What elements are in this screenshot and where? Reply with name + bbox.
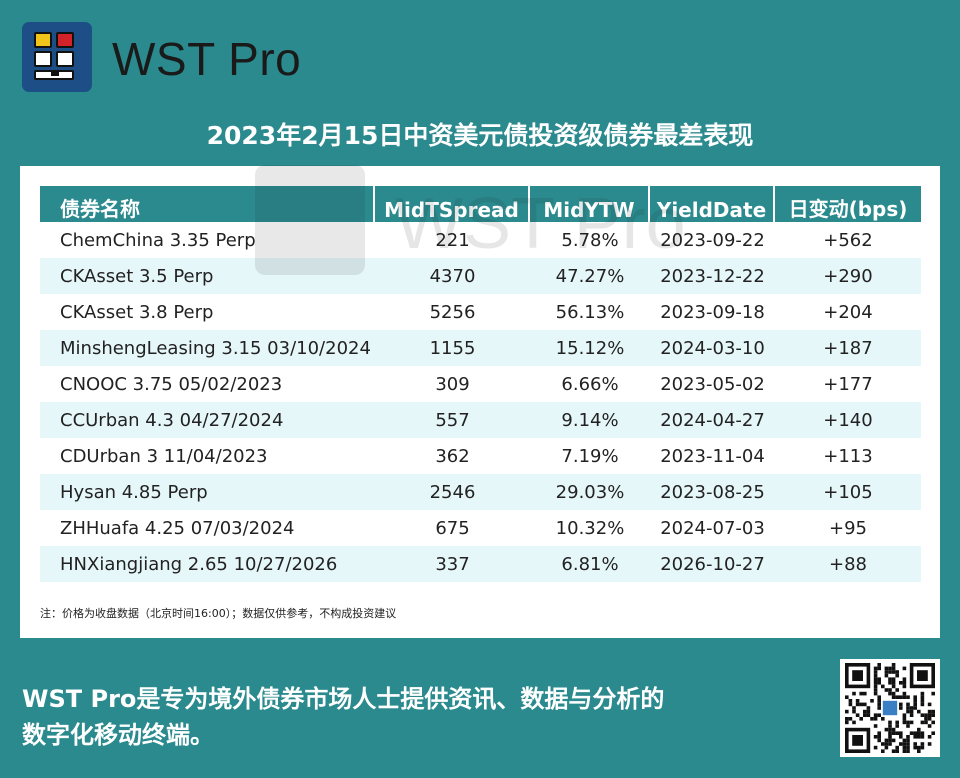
cell-yielddate: 2023-08-25 <box>650 474 775 510</box>
table-row: CCUrban 4.3 04/27/2024 557 9.14% 2024-04-27… <box>40 402 921 438</box>
header-bond-name: 债券名称 <box>40 186 375 222</box>
table-row: HNXiangjiang 2.65 10/27/2026 337 6.81% 2026… <box>40 546 921 582</box>
cell-midytw: 7.19% <box>561 445 619 467</box>
cell-bond-name: Hysan 4.85 Perp <box>40 474 375 510</box>
table-row: CDUrban 3 11/04/2023 362 7.19% 2023-11-04 +1… <box>40 438 921 474</box>
cell-bond-name: CNOOC 3.75 05/02/2023 <box>60 373 283 395</box>
cell-midtspread: 5256 <box>429 301 476 323</box>
table-row: CNOOC 3.75 05/02/2023 309 6.66% 2023-05-02 +… <box>40 366 921 402</box>
footer-line-2: 数字化移动终端。 <box>22 721 214 749</box>
cell-midytw: 6.66% <box>561 373 619 395</box>
cell-daily-change: +95 <box>829 517 867 539</box>
cell-bond-name: CCUrban 4.3 04/27/2024 <box>40 402 375 438</box>
cell-daily-change: +187 <box>775 330 921 366</box>
cell-midtspread: 362 <box>435 445 470 467</box>
cell-midytw: 15.12% <box>530 330 650 366</box>
table-row: ZHHuafa 4.25 07/03/2024 675 10.32% 2024-07-… <box>40 510 921 546</box>
table-row: CKAsset 3.5 Perp 4370 47.27% 2023-12-22 +290 <box>40 258 921 294</box>
cell-bond-name: ZHHuafa 4.25 07/03/2024 <box>60 517 295 539</box>
cell-yielddate: 2024-04-27 <box>650 402 775 438</box>
cell-midtspread: 337 <box>375 546 530 582</box>
cell-midytw: 47.27% <box>530 258 650 294</box>
cell-daily-change: +177 <box>823 373 873 395</box>
table-row: MinshengLeasing 3.15 03/10/2024 1155 15.12… <box>40 330 921 366</box>
cell-midytw: 5.78% <box>561 229 619 251</box>
qr-code-icon <box>840 659 940 757</box>
cell-midytw: 6.81% <box>530 546 650 582</box>
cell-daily-change: +88 <box>775 546 921 582</box>
cell-bond-name: CKAsset 3.5 Perp <box>40 258 375 294</box>
cell-yielddate: 2023-09-18 <box>660 301 765 323</box>
cell-midtspread: 1155 <box>375 330 530 366</box>
cell-yielddate: 2023-12-22 <box>650 258 775 294</box>
cell-yielddate: 2024-03-10 <box>650 330 775 366</box>
table-card: 债券名称 MidTSpread MidYTW YieldDate 日变动(bps… <box>20 166 940 638</box>
table-row: CKAsset 3.8 Perp 5256 56.13% 2023-09-18 +204 <box>40 294 921 330</box>
cell-yielddate: 2023-05-02 <box>660 373 765 395</box>
table-row: Hysan 4.85 Perp 2546 29.03% 2023-08-25 +105 <box>40 474 921 510</box>
table-row: ChemChina 3.35 Perp 221 5.78% 2023-09-22 +56… <box>40 222 921 258</box>
cell-yielddate: 2026-10-27 <box>650 546 775 582</box>
header-midtspread: MidTSpread <box>375 186 530 222</box>
wst-pro-logo-icon <box>22 22 92 92</box>
cell-yielddate: 2024-07-03 <box>660 517 765 539</box>
cell-bond-name: HNXiangjiang 2.65 10/27/2026 <box>40 546 375 582</box>
header-daily-change: 日变动(bps) <box>775 186 921 222</box>
cell-midytw: 56.13% <box>555 301 625 323</box>
footer-tagline: WST Pro是专为境外债券市场人士提供资讯、数据与分析的 数字化移动终端。 <box>22 681 782 753</box>
cell-midtspread: 309 <box>435 373 470 395</box>
page-title: 2023年2月15日中资美元债投资级债券最差表现 <box>206 121 754 150</box>
header-midytw: MidYTW <box>530 186 650 222</box>
cell-midtspread: 4370 <box>375 258 530 294</box>
cell-daily-change: +204 <box>823 301 873 323</box>
cell-daily-change: +290 <box>775 258 921 294</box>
bond-table: 债券名称 MidTSpread MidYTW YieldDate 日变动(bps… <box>40 186 921 582</box>
cell-midytw: 29.03% <box>530 474 650 510</box>
cell-midtspread: 557 <box>375 402 530 438</box>
cell-bond-name: CDUrban 3 11/04/2023 <box>60 445 268 467</box>
cell-midytw: 10.32% <box>555 517 625 539</box>
cell-daily-change: +113 <box>823 445 873 467</box>
cell-bond-name: CKAsset 3.8 Perp <box>60 301 214 323</box>
cell-daily-change: +105 <box>775 474 921 510</box>
header-yielddate: YieldDate <box>650 186 775 222</box>
cell-yielddate: 2023-11-04 <box>660 445 765 467</box>
cell-midtspread: 2546 <box>375 474 530 510</box>
footer-line-1: WST Pro是专为境外债券市场人士提供资讯、数据与分析的 <box>22 685 665 713</box>
cell-daily-change: +140 <box>775 402 921 438</box>
footnote: 注：价格为收盘数据（北京时间16:00）；数据仅供参考，不构成投资建议 <box>40 607 397 620</box>
brand-name: WST Pro <box>112 33 302 85</box>
cell-bond-name: MinshengLeasing 3.15 03/10/2024 <box>40 330 375 366</box>
cell-midtspread: 675 <box>435 517 470 539</box>
cell-bond-name: ChemChina 3.35 Perp <box>60 229 256 251</box>
cell-daily-change: +562 <box>823 229 873 251</box>
cell-midtspread: 221 <box>435 229 470 251</box>
cell-yielddate: 2023-09-22 <box>660 229 765 251</box>
table-header-row: 债券名称 MidTSpread MidYTW YieldDate 日变动(bps… <box>40 186 921 222</box>
cell-midytw: 9.14% <box>530 402 650 438</box>
